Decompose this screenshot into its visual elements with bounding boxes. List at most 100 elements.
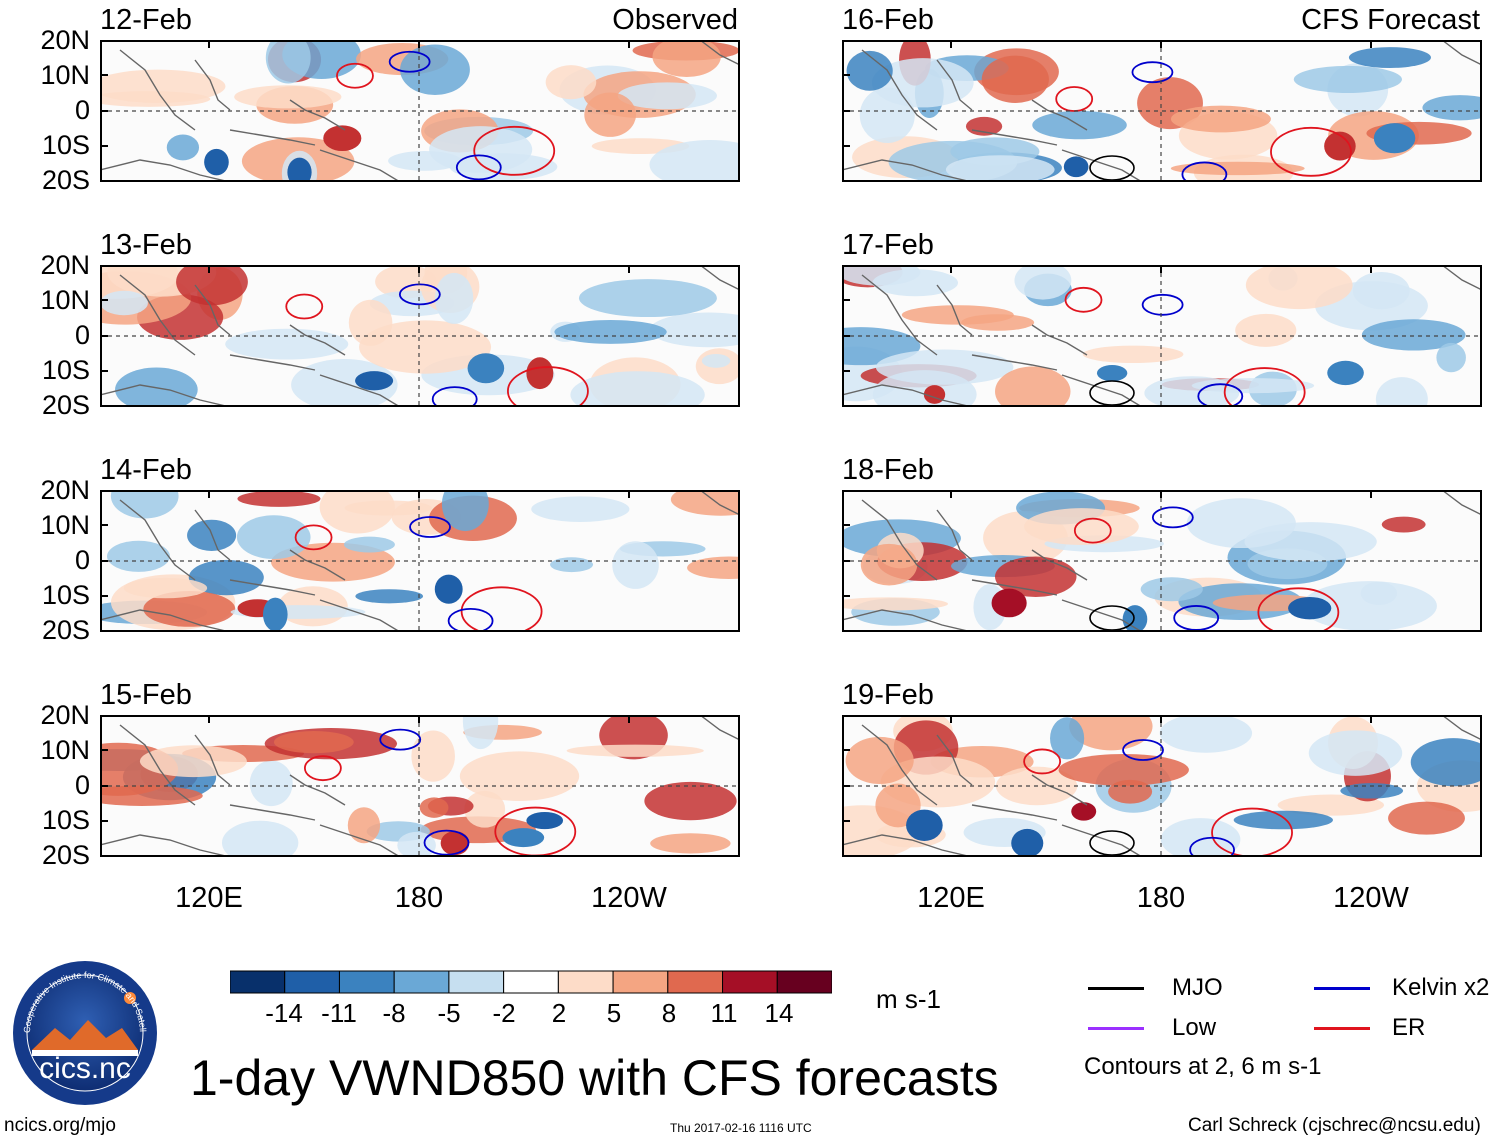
x-tick-label: 180 (1136, 882, 1186, 914)
er-contour (285, 293, 324, 320)
wind-anomaly-blob (355, 589, 424, 604)
wind-anomaly-core (1327, 360, 1364, 386)
er-contour (1064, 286, 1103, 313)
wind-anomaly-blob (1050, 717, 1085, 760)
y-tick-label: 10N (40, 285, 90, 315)
wind-anomaly-blob (1410, 738, 1482, 787)
wind-anomaly-core (204, 148, 229, 176)
wind-anomaly-blob (871, 58, 974, 108)
panel-date: 13-Feb (100, 229, 192, 261)
wind-anomaly-blob (1245, 265, 1353, 310)
wind-anomaly-blob (221, 820, 299, 857)
wind-anomaly-blob (1082, 345, 1184, 363)
wind-anomaly-blob (464, 790, 506, 828)
y-tick-label: 20S (41, 615, 90, 645)
coastline (100, 715, 740, 857)
panel-date: 14-Feb (100, 454, 192, 486)
wind-anomaly-blob (875, 349, 1014, 385)
wind-anomaly-blob (236, 515, 311, 560)
wind-anomaly-core (526, 812, 564, 830)
wind-anomaly-blob (1235, 313, 1297, 347)
wind-anomaly-blob (701, 353, 731, 368)
kelvin-contour (388, 50, 431, 73)
panel-forecast-2 (842, 265, 1482, 407)
wind-anomaly-blob (1277, 794, 1385, 816)
wind-anomaly-blob (1361, 319, 1466, 351)
wind-anomaly-blob (649, 140, 740, 182)
wind-anomaly-blob (265, 40, 311, 84)
wind-anomaly-blob (249, 760, 293, 807)
map-plot (842, 265, 1482, 407)
panel-forecast-1 (842, 40, 1482, 182)
wind-anomaly-core (502, 828, 545, 848)
wind-anomaly-blob (411, 730, 455, 782)
wind-anomaly-blob (1360, 581, 1398, 605)
panel-date: 19-Feb (842, 679, 934, 711)
wind-anomaly-blob (1140, 577, 1203, 602)
forecast-label: CFS Forecast (1301, 4, 1480, 36)
wind-anomaly-blob (459, 751, 580, 802)
map-plot (842, 715, 1482, 857)
author-credit: Carl Schreck (cjschrec@ncsu.edu) (1188, 1115, 1481, 1136)
er-contour (303, 755, 342, 782)
panel-observed-3 (100, 490, 740, 632)
y-tick-label: 10S (41, 355, 90, 385)
wind-anomaly-blob (945, 155, 1055, 182)
wind-anomaly-blob (107, 540, 170, 572)
wind-anomaly-blob (1352, 271, 1410, 310)
colorbar-units: m s-1 (876, 984, 941, 1014)
colorbar-box (393, 970, 450, 994)
wind-anomaly-core (1288, 596, 1332, 620)
wind-anomaly-blob (176, 265, 248, 306)
er-contour (507, 366, 589, 407)
colorbar-tick-label: -11 (321, 998, 357, 1028)
legend-line-mjo (1088, 987, 1144, 990)
y-tick-label: 20N (40, 700, 90, 730)
wind-anomaly-blob (995, 366, 1071, 407)
x-tick-label: 120E (917, 882, 985, 914)
wind-anomaly-blob (1170, 161, 1305, 176)
wind-anomaly-blob (1381, 516, 1426, 533)
wind-anomaly-blob (234, 85, 342, 109)
x-tick-label: 120E (175, 882, 243, 914)
panel-date: 16-Feb (842, 4, 934, 36)
coastline (842, 715, 1482, 857)
wind-anomaly-core (434, 574, 463, 604)
y-tick-label: 10N (40, 510, 90, 540)
coastline (842, 40, 1482, 182)
map-plot (100, 265, 740, 407)
wind-anomaly-blob (845, 736, 914, 785)
colorbar-box (722, 970, 778, 994)
wind-anomaly-blob (981, 55, 1049, 103)
wind-anomaly-blob (578, 279, 717, 318)
x-tick-label: 120W (591, 882, 667, 914)
main-title: 1-day VWND850 with CFS forecasts (190, 1050, 999, 1106)
contour-note: Contours at 2, 6 m s-1 (1084, 1053, 1322, 1080)
wind-anomaly-blob (188, 559, 264, 596)
legend-label-low: Low (1172, 1014, 1217, 1041)
colorbar-box (284, 970, 340, 994)
wind-anomaly-blob (1308, 730, 1403, 776)
y-tick-label: 10N (40, 60, 90, 90)
wind-anomaly-blob (652, 40, 721, 78)
kelvin-contour (1122, 739, 1164, 761)
wind-anomaly-core (1011, 828, 1044, 857)
panel-observed-2 (100, 265, 740, 407)
timestamp: Thu 2017-02-16 1116 UTC (670, 1121, 812, 1135)
wind-anomaly-core (323, 125, 362, 152)
y-tick-label: 0 (74, 95, 90, 125)
wind-anomaly-blob (965, 116, 1003, 136)
wind-anomaly-blob (545, 65, 597, 100)
wind-anomaly-blob (166, 134, 200, 161)
er-contour (1270, 126, 1352, 177)
website-link[interactable]: ncics.org/mjo (4, 1115, 116, 1136)
x-tick-label: 120W (1333, 882, 1409, 914)
wind-anomaly-blob (1375, 377, 1428, 407)
kelvin-contour (431, 386, 478, 407)
colorbar-box (229, 970, 286, 994)
map-plot (100, 490, 740, 632)
wind-anomaly-blob (842, 597, 948, 611)
wind-anomaly-blob (429, 126, 533, 173)
kelvin-contour (1197, 383, 1244, 407)
colorbar-tick-label: -2 (492, 998, 516, 1028)
